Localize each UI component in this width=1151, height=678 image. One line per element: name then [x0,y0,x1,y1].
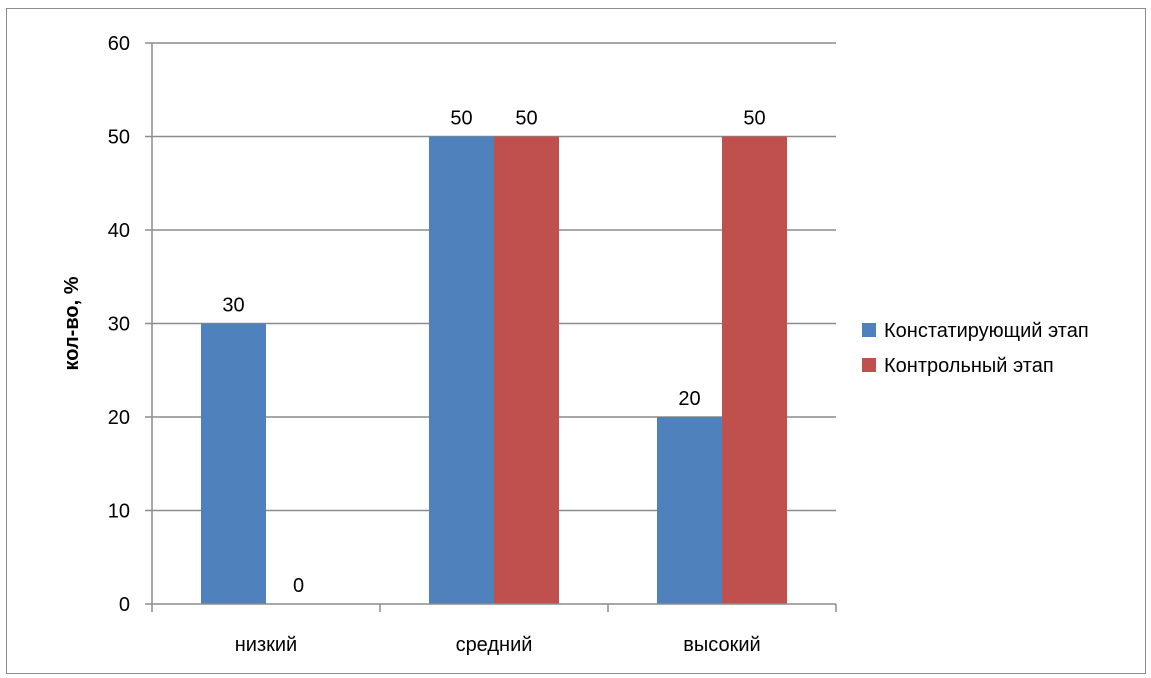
bar [494,136,559,604]
chart-frame [6,8,1146,674]
bar [657,417,722,604]
bar [429,136,494,604]
legend: Констатирующий этап Контрольный этап [862,320,1089,377]
x-tick-label: низкий [235,634,297,656]
bar [722,136,787,604]
legend-swatch [862,358,876,372]
bar [201,323,266,604]
data-label: 50 [743,108,765,130]
x-tick-labels: низкий средний высокий [235,634,761,656]
data-label: 50 [450,108,472,130]
axes [145,42,837,612]
y-tick-label: 0 [119,594,130,616]
y-tick-label: 60 [108,33,130,55]
y-tick-labels: 0 10 20 30 40 50 60 [108,33,130,616]
data-label: 50 [515,108,537,130]
x-tick-label: средний [456,634,533,656]
data-labels: 30 0 50 50 20 50 [222,108,765,598]
y-tick-label: 50 [108,127,130,149]
y-axis-title: кол-во, % [61,276,83,370]
legend-label: Констатирующий этап [884,320,1089,342]
legend-swatch [862,323,876,337]
y-tick-label: 20 [108,407,130,429]
y-tick-label: 40 [108,220,130,242]
data-label: 0 [293,575,304,597]
legend-label: Контрольный этап [884,355,1054,377]
bars [201,136,787,604]
x-tick-label: высокий [683,634,760,656]
y-tick-label: 10 [108,501,130,523]
y-tick-label: 30 [108,314,130,336]
data-label: 20 [678,388,700,410]
data-label: 30 [222,295,244,317]
